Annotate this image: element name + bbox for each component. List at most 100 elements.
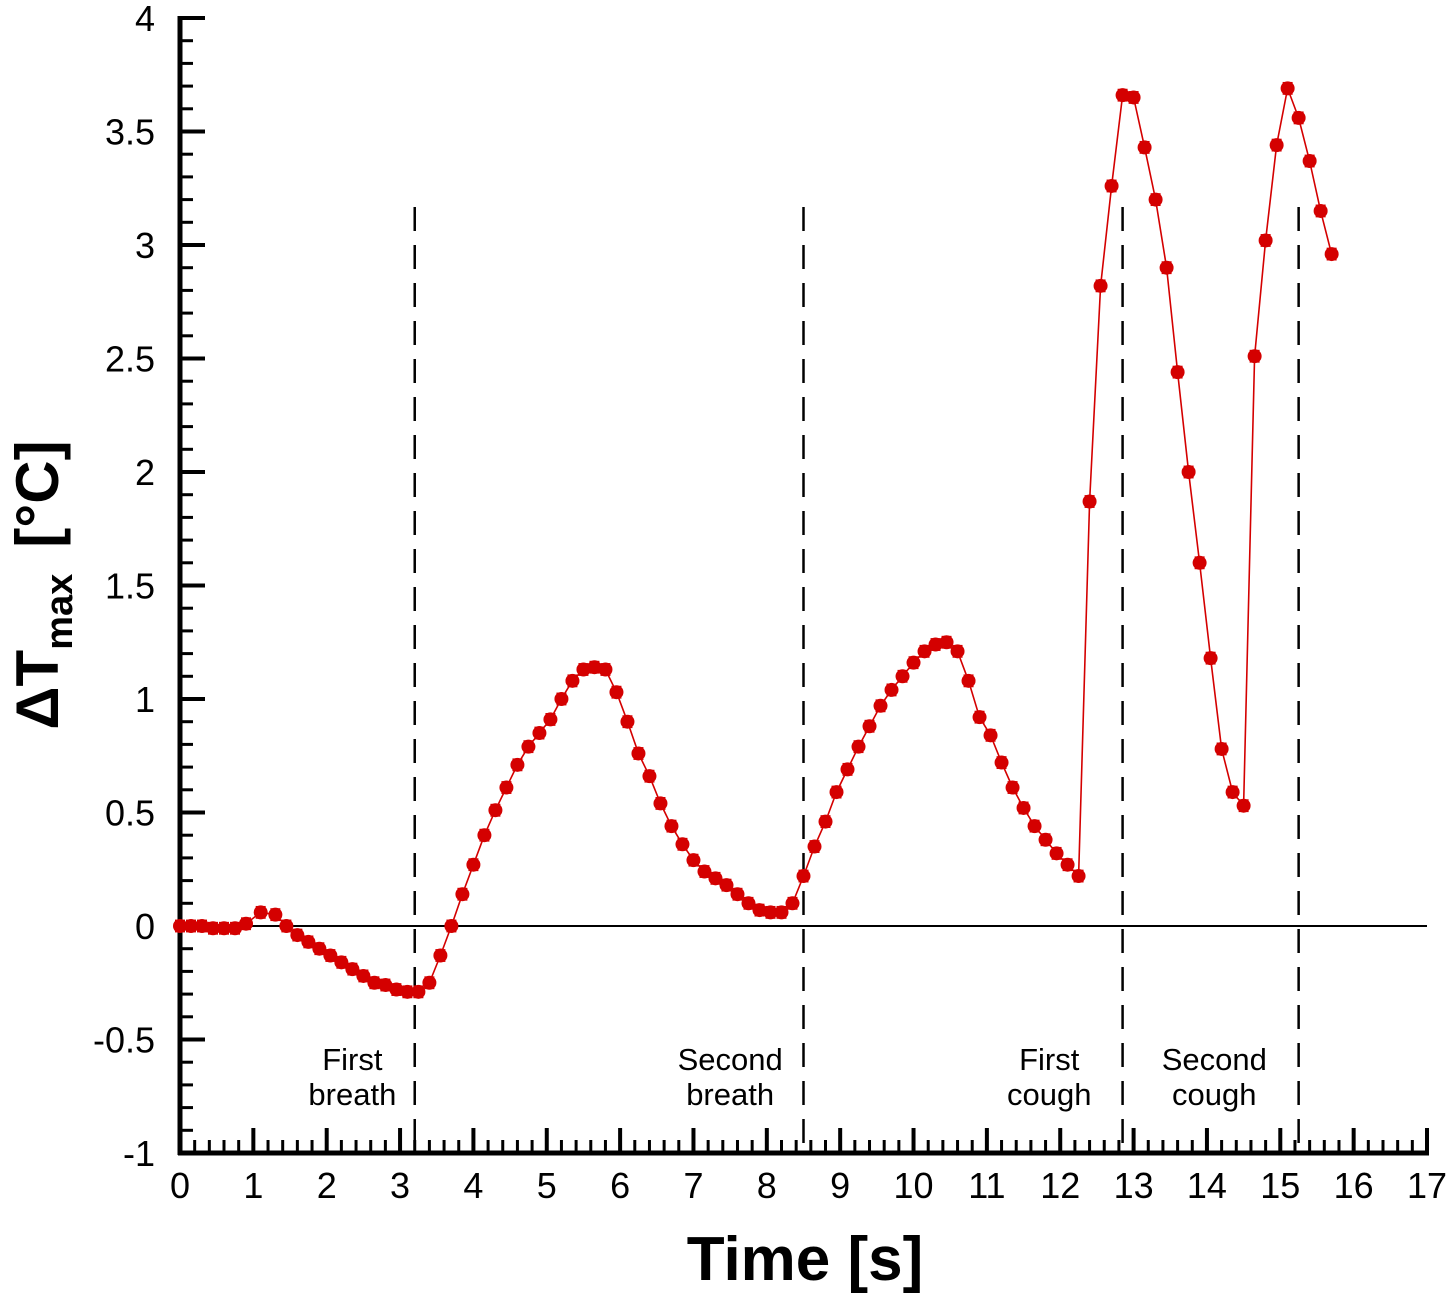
- data-point: [1027, 819, 1042, 834]
- data-point: [796, 869, 811, 884]
- y-tick-label: 4: [135, 0, 155, 39]
- data-point: [1115, 88, 1130, 103]
- data-point: [1038, 832, 1053, 847]
- data-point: [873, 698, 888, 713]
- data-point: [455, 887, 470, 902]
- data-point: [488, 803, 503, 818]
- data-point: [1170, 365, 1185, 380]
- data-point: [752, 903, 767, 918]
- data-point: [906, 655, 921, 670]
- data-point: [1049, 846, 1064, 861]
- data-point: [499, 780, 514, 795]
- data-point: [851, 739, 866, 754]
- phase-annotation: cough: [1172, 1077, 1256, 1112]
- data-point: [642, 769, 657, 784]
- data-point: [543, 712, 558, 727]
- data-point: [444, 919, 459, 933]
- data-point: [1005, 780, 1020, 795]
- series-line: [180, 85, 1333, 993]
- x-tick-label: 4: [463, 1165, 483, 1206]
- data-point: [1060, 857, 1075, 872]
- data-point: [433, 948, 448, 963]
- data-point: [411, 984, 426, 999]
- data-point: [1324, 247, 1339, 262]
- x-tick-label: 2: [317, 1165, 337, 1206]
- phase-annotation: breath: [686, 1077, 774, 1112]
- y-axis-title-unit: [°C]: [4, 440, 71, 547]
- data-point: [356, 968, 371, 983]
- y-tick-label: 2.5: [105, 339, 155, 380]
- phase-annotation: breath: [308, 1077, 396, 1112]
- data-point: [1258, 233, 1273, 248]
- data-point: [576, 662, 591, 677]
- data-point: [334, 955, 349, 970]
- data-point: [217, 921, 232, 936]
- data-point: [785, 896, 800, 911]
- data-point: [378, 978, 393, 993]
- data-point: [719, 878, 734, 893]
- data-point: [554, 692, 569, 706]
- data-point: [994, 755, 1009, 770]
- data-point: [1181, 465, 1196, 479]
- y-tick-label: 0: [135, 906, 155, 947]
- data-point: [840, 762, 855, 777]
- x-tick-label: 15: [1260, 1165, 1300, 1206]
- reference-lines: [180, 207, 1427, 1153]
- data-point: [961, 673, 976, 688]
- data-point: [345, 962, 360, 977]
- data-point: [195, 919, 210, 933]
- x-tick-label: 12: [1040, 1165, 1080, 1206]
- x-tick-label: 10: [894, 1165, 934, 1206]
- y-axis-title: ΔTmax [°C]: [4, 440, 81, 729]
- x-tick-label: 9: [830, 1165, 850, 1206]
- data-point: [253, 905, 268, 920]
- data-point: [184, 919, 199, 933]
- data-point: [1236, 798, 1251, 813]
- data-point: [565, 673, 580, 688]
- x-tick-label: 5: [537, 1165, 557, 1206]
- data-point: [1291, 110, 1306, 125]
- data-point: [1159, 260, 1174, 275]
- data-point: [1192, 555, 1207, 570]
- data-point: [587, 660, 602, 675]
- x-tick-label: 7: [683, 1165, 703, 1206]
- data-point: [400, 984, 415, 999]
- y-axis-title-subscript: max: [39, 574, 81, 650]
- y-tick-label: 3.5: [105, 112, 155, 153]
- data-point: [686, 853, 701, 868]
- data-point: [268, 907, 283, 922]
- data-point: [173, 919, 187, 933]
- data-point: [708, 871, 723, 886]
- y-axis-title-symbol: ΔT: [4, 650, 71, 730]
- data-point: [1203, 651, 1218, 666]
- data-point: [1104, 178, 1119, 193]
- data-point: [884, 682, 899, 697]
- data-point: [290, 928, 305, 943]
- data-point: [1313, 203, 1328, 218]
- data-point: [697, 864, 712, 879]
- data-point: [895, 669, 910, 684]
- data-point: [1280, 81, 1295, 96]
- data-point: [675, 837, 690, 852]
- data-point: [389, 982, 404, 997]
- y-tick-label: 0.5: [105, 793, 155, 834]
- data-point: [1082, 494, 1097, 509]
- data-point: [928, 637, 943, 652]
- annotations-layer: FirstbreathSecondbreathFirstcoughSecondc…: [308, 1042, 1266, 1112]
- data-point: [609, 685, 624, 700]
- x-tick-label: 3: [390, 1165, 410, 1206]
- data-point: [510, 757, 525, 772]
- x-tick-label: 8: [757, 1165, 777, 1206]
- data-point: [466, 857, 481, 872]
- data-point: [1093, 278, 1108, 293]
- data-point: [972, 710, 987, 725]
- data-point: [741, 896, 756, 911]
- data-point: [763, 905, 778, 920]
- data-point: [598, 662, 613, 677]
- y-tick-label: 1: [135, 679, 155, 720]
- data-point: [774, 905, 789, 920]
- x-tick-label: 6: [610, 1165, 630, 1206]
- data-point: [939, 635, 954, 650]
- data-point: [818, 814, 833, 829]
- data-point: [1214, 741, 1229, 756]
